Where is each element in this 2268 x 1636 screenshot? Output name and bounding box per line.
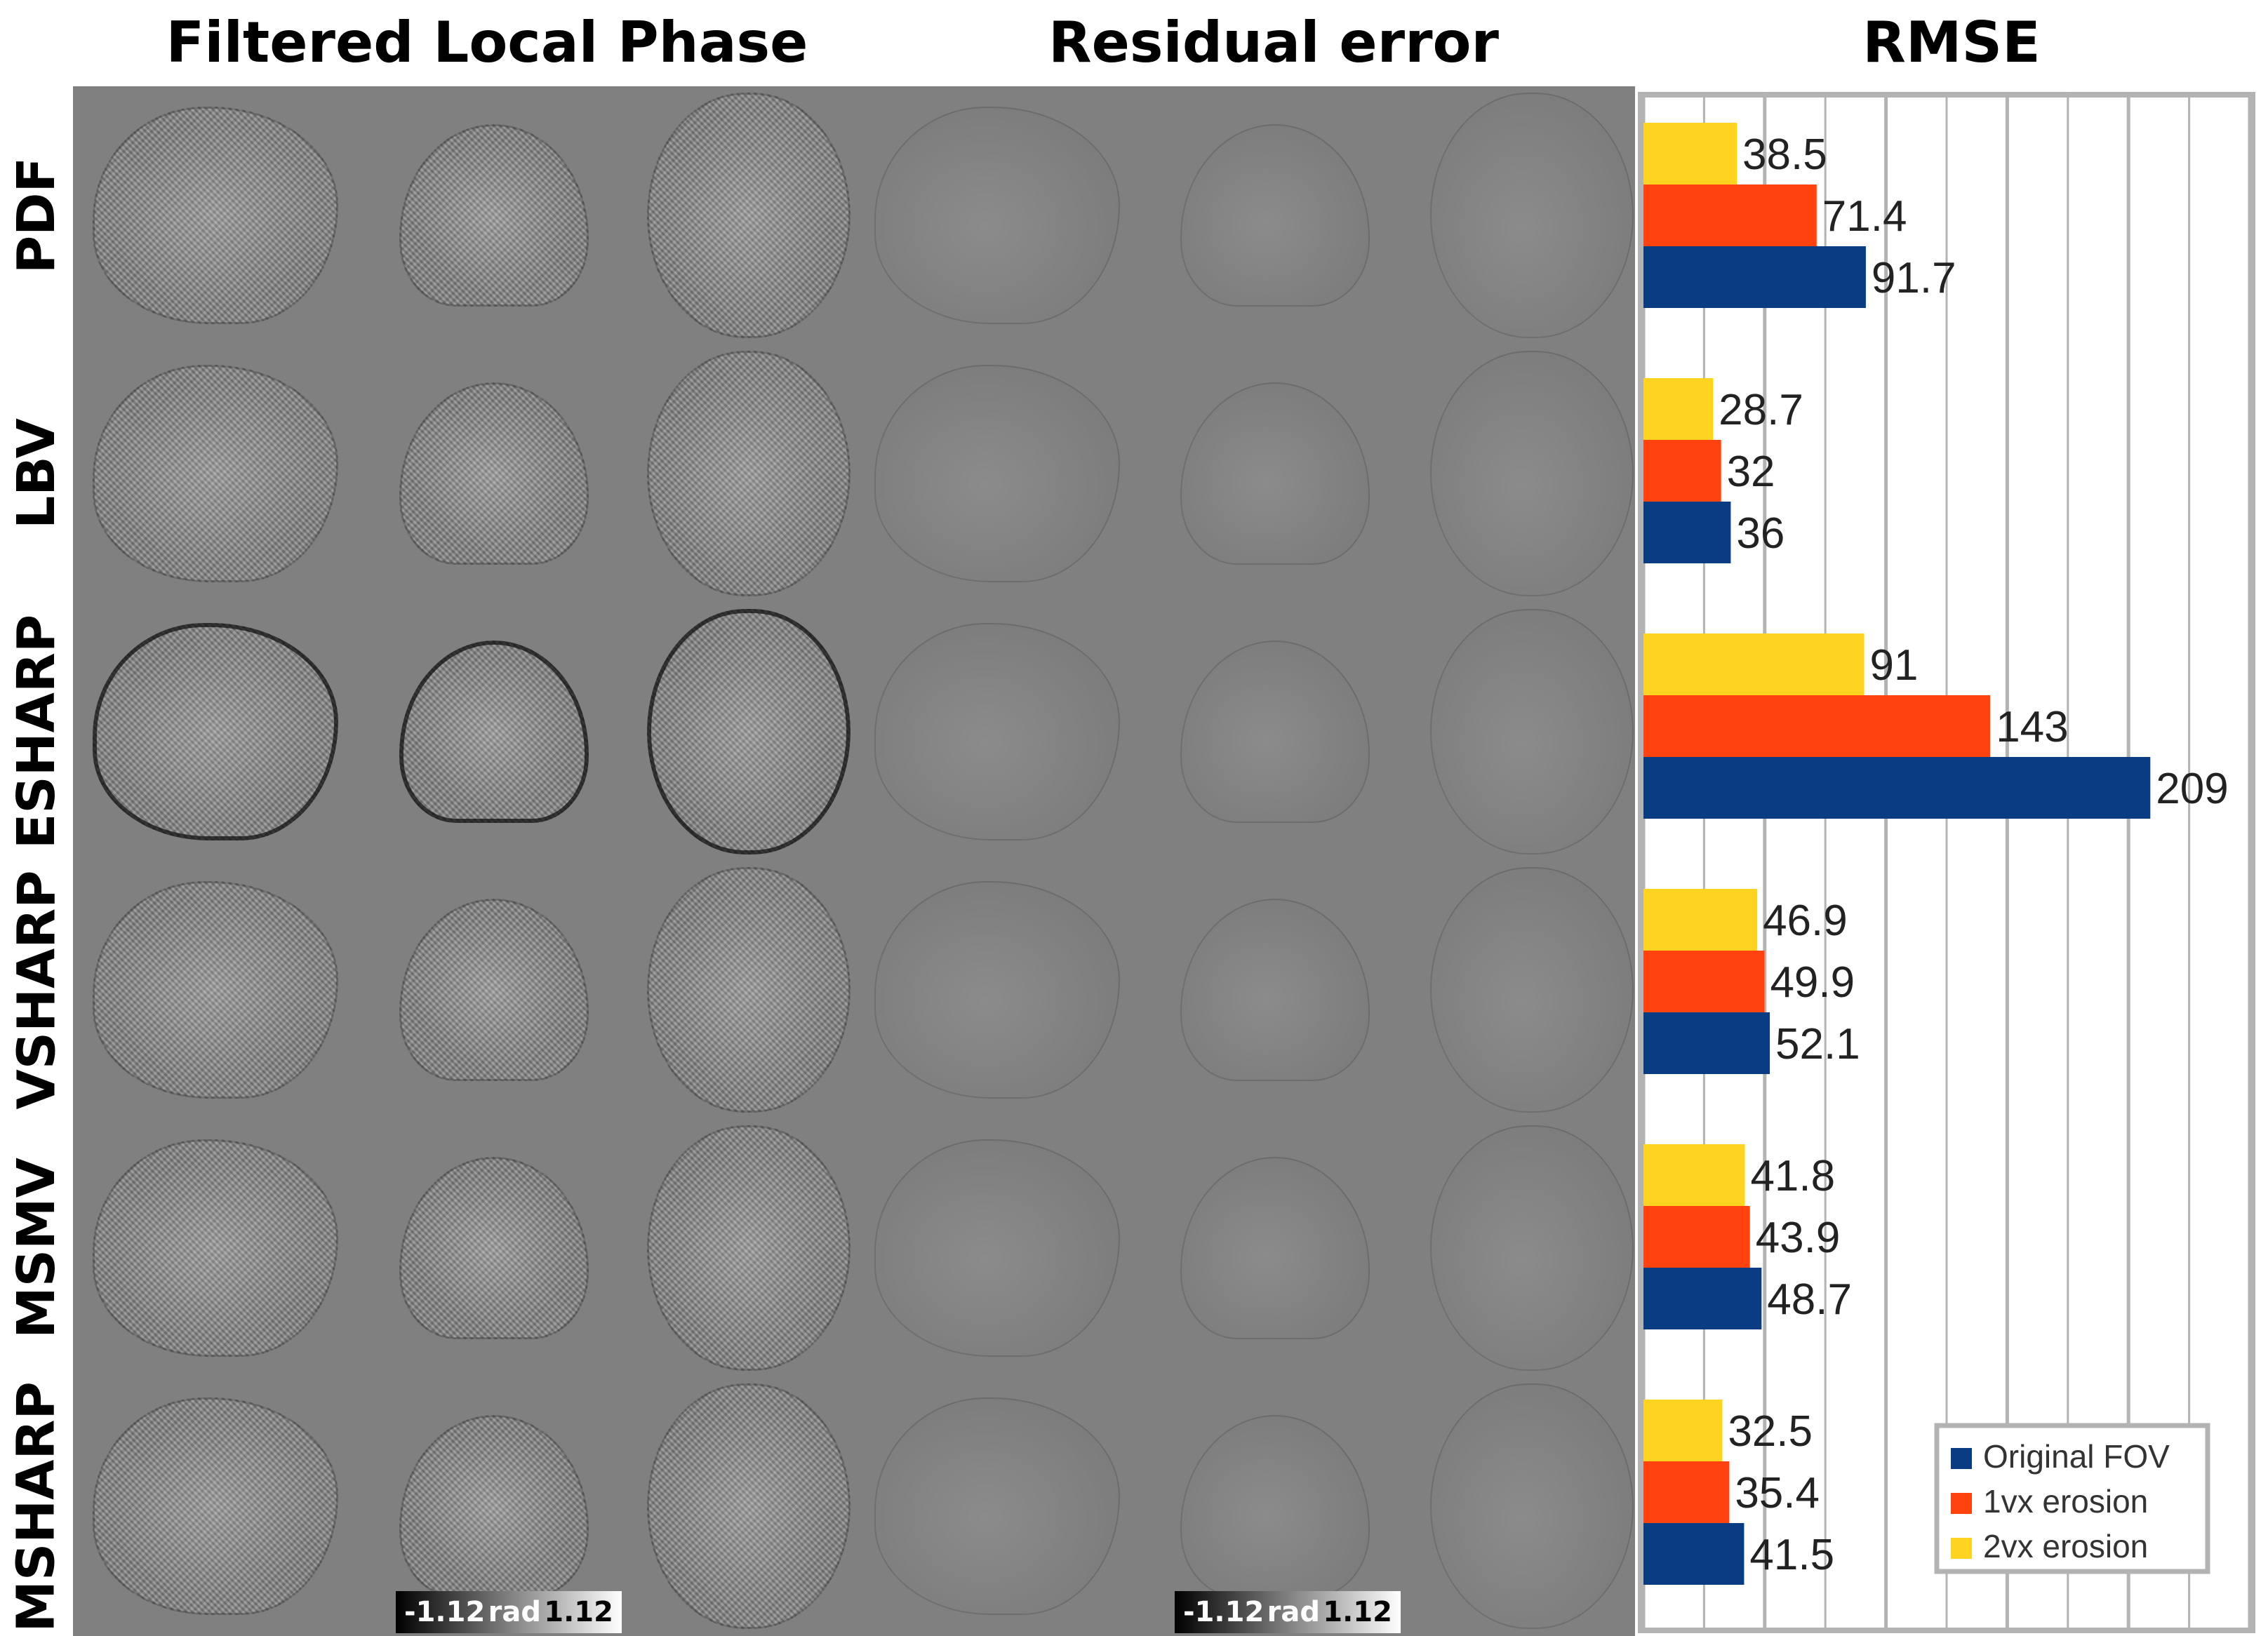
- brain-phase-sagittal-row-6: [93, 1397, 338, 1615]
- legend-swatch: [1951, 1493, 1972, 1514]
- bar-value-label: 41.5: [1749, 1531, 1834, 1579]
- phase-colorbar: -1.12 rad 1.12: [396, 1591, 622, 1633]
- bar: [1643, 1206, 1750, 1268]
- bar: [1643, 1400, 1723, 1461]
- legend-label: 2vx erosion: [1983, 1528, 2148, 1564]
- bar: [1643, 502, 1731, 563]
- bar: [1643, 123, 1737, 185]
- brain-residual-axial-row-1: [1430, 93, 1634, 338]
- row-label-esharp: ESHARP: [6, 614, 67, 850]
- brain-residual-coronal-row-3: [1180, 641, 1370, 823]
- row-label-pdf: PDF: [6, 156, 67, 274]
- legend-box: [1934, 1423, 2210, 1574]
- bar: [1643, 1461, 1730, 1523]
- bar: [1643, 1144, 1745, 1206]
- bar-value-label: 38.5: [1742, 130, 1827, 179]
- legend-label: 1vx erosion: [1983, 1483, 2148, 1520]
- filtered-local-phase-heading: Filtered Local Phase: [166, 10, 808, 75]
- bar: [1643, 757, 2151, 819]
- bar: [1643, 378, 1714, 440]
- brain-phase-axial-row-3: [647, 609, 850, 854]
- brain-phase-sagittal-row-2: [93, 365, 338, 582]
- row-label-msmv: MSMV: [6, 1158, 67, 1339]
- brain-residual-axial-row-2: [1430, 351, 1634, 596]
- bar-value-label: 35.4: [1735, 1469, 1820, 1517]
- bar: [1643, 1012, 1770, 1074]
- brain-phase-sagittal-row-5: [93, 1139, 338, 1357]
- bar-value-label: 71.4: [1822, 192, 1907, 241]
- bar: [1643, 246, 1866, 308]
- bar: [1643, 185, 1817, 246]
- brain-residual-coronal-row-2: [1180, 382, 1370, 565]
- bar: [1643, 889, 1758, 951]
- brain-phase-axial-row-2: [647, 351, 850, 596]
- bar-value-label: 32: [1727, 448, 1775, 496]
- brain-phase-axial-row-6: [647, 1383, 850, 1629]
- residual-error-heading: Residual error: [1048, 10, 1499, 75]
- brain-phase-coronal-row-6: [399, 1415, 589, 1597]
- brain-phase-axial-row-5: [647, 1125, 850, 1371]
- bar: [1643, 633, 1865, 695]
- brain-phase-sagittal-row-3: [93, 623, 338, 840]
- bar: [1643, 951, 1765, 1012]
- bar-value-label: 52.1: [1775, 1020, 1860, 1068]
- bar-value-label: 46.9: [1763, 897, 1848, 945]
- row-label-lbv: LBV: [6, 418, 67, 529]
- brain-residual-axial-row-5: [1430, 1125, 1634, 1371]
- legend-swatch: [1951, 1448, 1972, 1469]
- brain-residual-axial-row-3: [1430, 609, 1634, 854]
- brain-residual-sagittal-row-1: [874, 107, 1120, 324]
- brain-phase-coronal-row-3: [399, 641, 589, 823]
- bar-value-label: 143: [1996, 703, 2068, 751]
- brain-residual-axial-row-4: [1430, 867, 1634, 1113]
- brain-phase-coronal-row-1: [399, 124, 589, 307]
- brain-residual-sagittal-row-6: [874, 1397, 1120, 1615]
- brain-phase-sagittal-row-1: [93, 107, 338, 324]
- brain-residual-sagittal-row-2: [874, 365, 1120, 582]
- bar-value-label: 91.7: [1872, 254, 1956, 302]
- brain-residual-coronal-row-1: [1180, 124, 1370, 307]
- row-label-vsharp: VSHARP: [6, 870, 67, 1110]
- brain-phase-sagittal-row-4: [93, 881, 338, 1099]
- brain-residual-coronal-row-6: [1180, 1415, 1370, 1597]
- bar: [1643, 440, 1721, 502]
- brain-residual-axial-row-6: [1430, 1383, 1634, 1629]
- brain-phase-coronal-row-5: [399, 1157, 589, 1339]
- bar-value-label: 43.9: [1756, 1214, 1841, 1262]
- bar-value-label: 209: [2156, 765, 2228, 813]
- bar: [1643, 695, 1991, 757]
- brain-image-panel: [73, 86, 1635, 1636]
- brain-phase-axial-row-1: [647, 93, 850, 338]
- bar: [1643, 1268, 1762, 1329]
- row-label-msharp: MSHARP: [6, 1381, 67, 1632]
- brain-residual-coronal-row-4: [1180, 899, 1370, 1081]
- brain-residual-coronal-row-5: [1180, 1157, 1370, 1339]
- residual-colorbar: -1.12 rad 1.12: [1175, 1591, 1401, 1633]
- brain-residual-sagittal-row-3: [874, 623, 1120, 840]
- bar-value-label: 36: [1736, 509, 1785, 558]
- brain-phase-axial-row-4: [647, 867, 850, 1113]
- bar-value-label: 48.7: [1767, 1275, 1852, 1324]
- brain-residual-sagittal-row-4: [874, 881, 1120, 1099]
- legend-swatch: [1951, 1538, 1972, 1559]
- brain-phase-coronal-row-2: [399, 382, 589, 565]
- bar: [1643, 1523, 1745, 1585]
- brain-phase-coronal-row-4: [399, 899, 589, 1081]
- bar-value-label: 32.5: [1728, 1407, 1813, 1456]
- legend-label: Original FOV: [1983, 1438, 2170, 1475]
- rmse-bar-chart: 38.5 71.4 91.7 28.7 32 36 91 143 209 46.9 49.9 52.1…: [1638, 92, 2255, 1633]
- brain-residual-sagittal-row-5: [874, 1139, 1120, 1357]
- bar-value-label: 28.7: [1719, 386, 1803, 434]
- rmse-heading: RMSE: [1862, 10, 2041, 75]
- bar-value-label: 49.9: [1770, 958, 1855, 1007]
- bar-value-label: 41.8: [1750, 1152, 1835, 1200]
- bar-value-label: 91: [1869, 641, 1918, 690]
